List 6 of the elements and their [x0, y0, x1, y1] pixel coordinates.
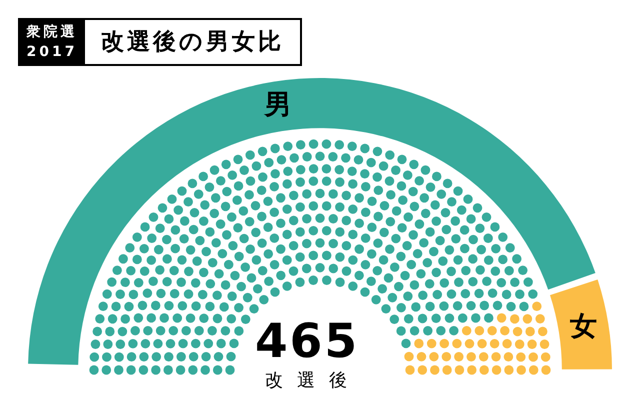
slice-label: 男	[263, 89, 292, 120]
chart-title: 改選後の男女比	[83, 18, 302, 66]
text: 465	[254, 314, 360, 369]
chart-subtitle: 衆院選 2017	[18, 18, 83, 66]
text: 改選後	[264, 369, 362, 392]
legend-label: 女	[569, 310, 598, 342]
